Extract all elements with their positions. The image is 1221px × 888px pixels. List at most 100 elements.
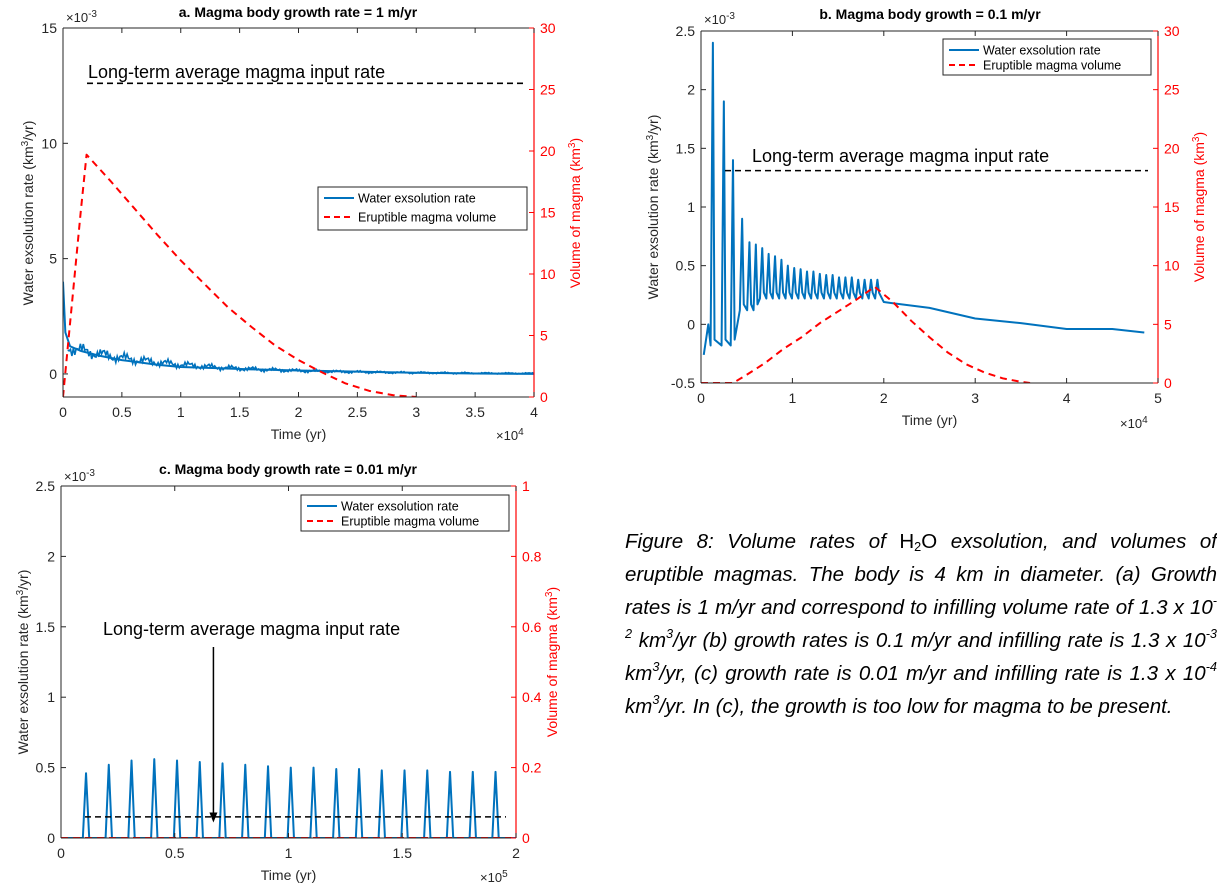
series-line-eruptible-magma-volume: [63, 153, 417, 397]
legend-entry: Water exsolution rate: [358, 192, 476, 206]
label-text: ): [544, 587, 560, 592]
y-tick-label-right: 5: [540, 328, 548, 344]
y-axis-label-right: Volume of magma (km3): [1191, 132, 1208, 282]
x-tick-label: 2.5: [348, 404, 368, 420]
legend-entry: Water exsolution rate: [341, 500, 459, 514]
y-tick-label-left: 2.5: [36, 478, 56, 494]
y-tick-label-left: -0.5: [671, 375, 695, 391]
label-text: /yr): [20, 121, 36, 141]
y-tick-label-left: 10: [41, 135, 57, 151]
x-tick-label: 0: [697, 390, 705, 406]
label-exponent: 3: [544, 591, 555, 597]
y-tick-label-left: 2: [47, 548, 55, 564]
y-tick-label-right: 0: [522, 830, 530, 846]
plot-area: [61, 758, 516, 838]
label-exponent: 3: [15, 589, 26, 595]
y-tick-label-left: 1: [47, 689, 55, 705]
y-axis-label-right: Volume of magma (km3): [544, 587, 561, 737]
y-axis-label-left: Water exsolution rate (km3/yr): [15, 570, 32, 755]
legend-entry: Water exsolution rate: [983, 44, 1101, 58]
y-tick-label-right: 0: [1164, 375, 1172, 391]
y-tick-label-left: 2.5: [676, 23, 696, 39]
annotation-text: Long-term average magma input rate: [88, 62, 385, 82]
y-tick-label-left: 1.5: [36, 619, 56, 635]
y-tick-label-right: 15: [1164, 199, 1180, 215]
label-text: Volume of magma (km: [567, 148, 583, 288]
x-tick-label: 1: [177, 404, 185, 420]
label-text: ×10: [64, 469, 86, 484]
label-exponent: 3: [567, 142, 578, 148]
series-noise-water-exsolution-rate: [67, 343, 534, 375]
x-tick-label: 3: [412, 404, 420, 420]
chart-title: a. Magma body growth rate = 1 m/yr: [179, 4, 418, 20]
label-text: Volume of magma (km: [1191, 142, 1207, 282]
y-axis-label-left: Water exsolution rate (km3/yr): [20, 121, 37, 306]
label-text: Water exsolution rate (km: [645, 140, 661, 299]
annotation-text: Long-term average magma input rate: [103, 619, 400, 639]
x-tick-label: 0: [59, 404, 67, 420]
x-tick-label: 1: [285, 845, 293, 861]
label-exponent: 3: [645, 134, 656, 140]
x-tick-label: 0: [57, 845, 65, 861]
x-axis-label: Time (yr): [261, 867, 316, 883]
y-tick-label-right: 1: [522, 478, 530, 494]
label-text: ): [567, 138, 583, 143]
x-tick-label: 3.5: [465, 404, 485, 420]
x-tick-label: 1: [789, 390, 797, 406]
y-multiplier-left: ×10-3: [64, 468, 95, 485]
x-tick-label: 3: [971, 390, 979, 406]
label-text: ×10: [66, 10, 88, 25]
label-text: /yr): [15, 570, 31, 590]
y-tick-label-right: 25: [1164, 82, 1180, 98]
annotation-text: Long-term average magma input rate: [752, 146, 1049, 166]
chart-panel-b: 0 1 2 3 4 5-0.500.511.522.5051015202530×10-3×…: [645, 6, 1208, 431]
label-text: Water exsolution rate (km: [20, 146, 36, 305]
legend-box: [300, 494, 510, 532]
chart-title: b. Magma body growth = 0.1 m/yr: [819, 6, 1041, 22]
label-exponent: 4: [1142, 415, 1148, 426]
label-text: Volume of magma (km: [544, 597, 560, 737]
label-text: Water exsolution rate (km: [15, 595, 31, 754]
chart-panel-c: 0 0.5 1 1.5 200.511.522.500.20.40.60.81×10-3…: [15, 461, 561, 885]
y-tick-label-right: 0: [540, 389, 548, 405]
label-exponent: 3: [1191, 136, 1202, 142]
label-text: ×10: [1120, 416, 1142, 431]
annotation-arrowhead: [209, 812, 218, 823]
x-tick-label: 1.5: [393, 845, 413, 861]
y-tick-label-right: 15: [540, 205, 556, 221]
x-tick-label: 5: [1154, 390, 1162, 406]
y-tick-label-left: 15: [41, 20, 57, 36]
legend-box: [942, 38, 1152, 76]
y-tick-label-right: 0.6: [522, 619, 542, 635]
x-tick-label: 0.5: [112, 404, 132, 420]
y-tick-label-left: 2: [687, 82, 695, 98]
label-text: ): [1191, 132, 1207, 137]
y-tick-label-right: 0.8: [522, 548, 542, 564]
y-tick-label-left: 5: [49, 251, 57, 267]
x-tick-label: 1.5: [230, 404, 250, 420]
label-exponent: 4: [518, 427, 524, 438]
y-axis-label-left: Water exsolution rate (km3/yr): [645, 115, 662, 300]
x-tick-label: 0.5: [165, 845, 185, 861]
x-tick-label: 2: [295, 404, 303, 420]
y-tick-label-left: 1.5: [676, 140, 696, 156]
y-tick-label-left: 0: [47, 830, 55, 846]
y-tick-label-right: 30: [540, 20, 556, 36]
y-tick-label-left: 0.5: [676, 258, 696, 274]
y-tick-label-right: 5: [1164, 316, 1172, 332]
y-multiplier-left: ×10-3: [704, 11, 735, 28]
label-text: ×10: [480, 870, 502, 885]
series-line-water-exsolution-rate: [702, 41, 1145, 355]
y-multiplier-left: ×10-3: [66, 9, 97, 26]
y-tick-label-right: 20: [540, 143, 556, 159]
label-text: ×10: [496, 428, 518, 443]
y-tick-label-right: 0.4: [522, 689, 542, 705]
y-tick-label-left: 1: [687, 199, 695, 215]
label-text: /yr): [645, 115, 661, 135]
x-axis-label: Time (yr): [902, 412, 957, 428]
x-multiplier: ×104: [496, 427, 524, 444]
chart-title: c. Magma body growth rate = 0.01 m/yr: [159, 461, 417, 477]
y-axis-label-right: Volume of magma (km3): [567, 138, 584, 288]
